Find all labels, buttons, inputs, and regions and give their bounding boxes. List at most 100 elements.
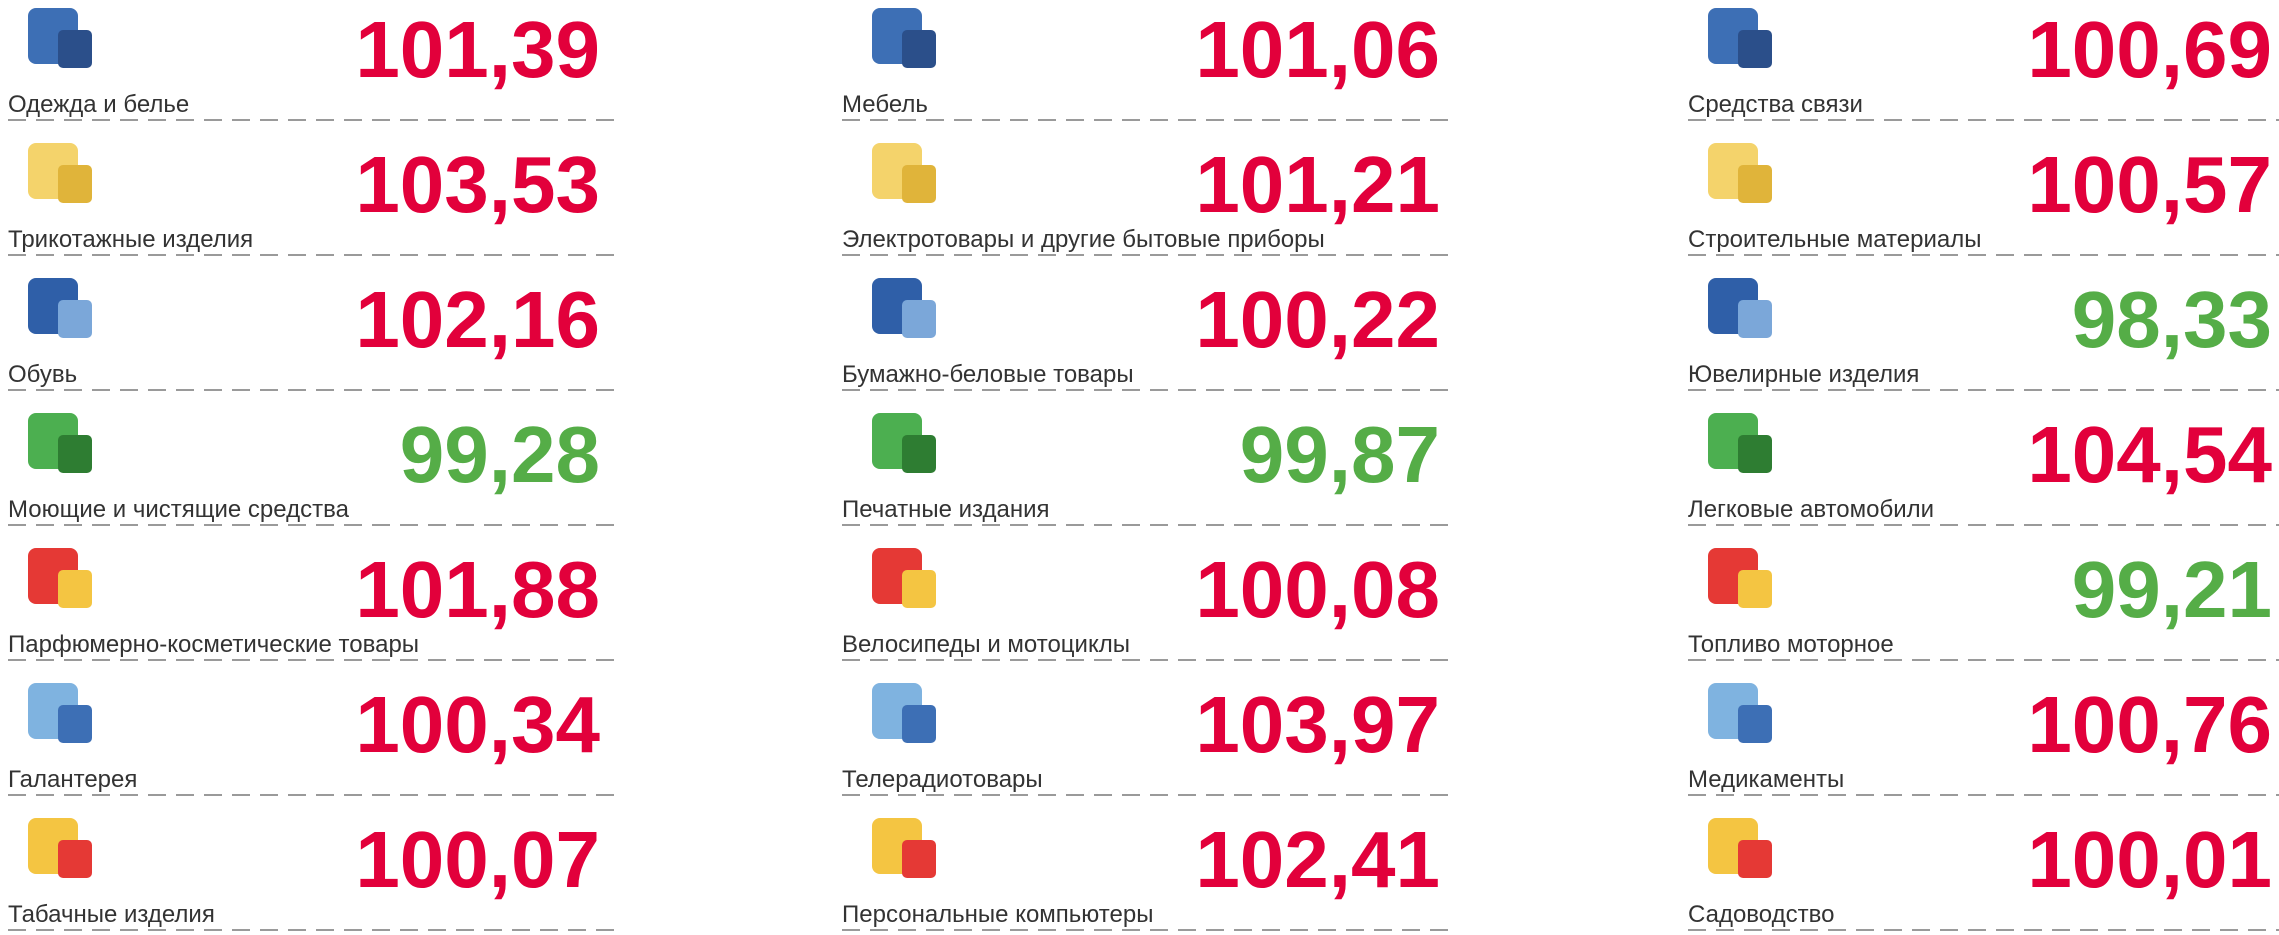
item-label: Бумажно-беловые товары	[842, 361, 1134, 388]
item-label: Парфюмерно-косметические товары	[8, 631, 419, 658]
icon-shape	[902, 840, 936, 878]
index-item: 102,16 Обувь	[8, 275, 615, 390]
icon-shape	[1738, 300, 1772, 338]
item-icon	[1708, 683, 1772, 743]
icon-shape	[902, 570, 936, 608]
item-icon	[1708, 413, 1772, 473]
item-label: Электротовары и другие бытовые приборы	[842, 226, 1325, 253]
item-label: Персональные компьютеры	[842, 901, 1153, 928]
index-item: 100,57 Строительные материалы	[1688, 140, 2279, 255]
index-value: 101,39	[355, 5, 600, 94]
item-label: Галантерея	[8, 766, 137, 793]
index-value: 100,69	[2027, 5, 2272, 94]
index-item: 100,34 Галантерея	[8, 680, 615, 795]
item-label: Табачные изделия	[8, 901, 215, 928]
index-value: 103,97	[1195, 680, 1440, 769]
index-value: 99,28	[400, 410, 600, 499]
item-label: Мебель	[842, 91, 928, 118]
index-item: 99,87 Печатные издания	[842, 410, 1450, 525]
icon-shape	[1738, 30, 1772, 68]
index-item: 100,01 Садоводство	[1688, 815, 2279, 930]
item-label: Трикотажные изделия	[8, 226, 253, 253]
item-icon	[872, 278, 936, 338]
item-icon	[1708, 143, 1772, 203]
index-value: 100,22	[1195, 275, 1440, 364]
item-icon	[872, 413, 936, 473]
item-label: Ювелирные изделия	[1688, 361, 1919, 388]
item-label: Легковые автомобили	[1688, 496, 1934, 523]
icon-shape	[58, 165, 92, 203]
item-icon	[28, 548, 92, 608]
index-item: 100,76 Медикаменты	[1688, 680, 2279, 795]
item-label: Моющие и чистящие средства	[8, 496, 350, 523]
item-label: Топливо моторное	[1688, 631, 1894, 658]
page: {"columns": [ {"items": [ {"label": "Оде…	[0, 0, 2279, 935]
icon-shape	[1738, 705, 1772, 743]
item-label: Медикаменты	[1688, 766, 1844, 793]
item-label: Строительные материалы	[1688, 226, 1981, 253]
index-item: 102,41 Персональные компьютеры	[842, 815, 1450, 930]
item-icon	[872, 818, 936, 878]
item-icon	[1708, 818, 1772, 878]
icon-shape	[902, 300, 936, 338]
index-value: 100,57	[2027, 140, 2272, 229]
icon-shape	[1738, 840, 1772, 878]
icon-shape	[58, 30, 92, 68]
item-icon	[28, 8, 92, 68]
icon-shape	[1738, 165, 1772, 203]
index-value: 102,16	[355, 275, 600, 364]
index-value: 100,07	[355, 815, 600, 904]
item-icon	[872, 143, 936, 203]
index-item: 100,22 Бумажно-беловые товары	[842, 275, 1450, 390]
item-label: Садоводство	[1688, 901, 1834, 928]
index-value: 100,76	[2027, 680, 2272, 769]
index-value: 100,08	[1195, 545, 1440, 634]
icon-shape	[902, 435, 936, 473]
index-item: 99,21 Топливо моторное	[1688, 545, 2279, 660]
item-icon	[28, 818, 92, 878]
item-label: Одежда и белье	[8, 91, 189, 118]
item-label: Телерадиотовары	[842, 766, 1043, 793]
icon-shape	[1738, 435, 1772, 473]
index-item: 99,28 Моющие и чистящие средства	[8, 410, 615, 525]
index-value: 101,21	[1195, 140, 1440, 229]
index-item: 101,39 Одежда и белье	[8, 5, 615, 120]
icon-shape	[58, 705, 92, 743]
item-icon	[28, 143, 92, 203]
icon-shape	[902, 705, 936, 743]
icon-shape	[58, 840, 92, 878]
index-item: 100,07 Табачные изделия	[8, 815, 615, 930]
item-label: Печатные издания	[842, 496, 1050, 523]
index-item: 100,69 Средства связи	[1688, 5, 2279, 120]
item-label: Велосипеды и мотоциклы	[842, 631, 1130, 658]
icon-shape	[58, 570, 92, 608]
item-label: Средства связи	[1688, 91, 1863, 118]
item-icon	[28, 278, 92, 338]
index-value: 103,53	[355, 140, 600, 229]
icon-shape	[58, 300, 92, 338]
item-icon	[872, 683, 936, 743]
index-value: 102,41	[1195, 815, 1440, 904]
index-value: 98,33	[2072, 275, 2272, 364]
item-icon	[28, 683, 92, 743]
index-value: 99,87	[1240, 410, 1440, 499]
icon-shape	[902, 165, 936, 203]
item-icon	[1708, 8, 1772, 68]
index-value: 100,01	[2027, 815, 2272, 904]
item-icon	[872, 8, 936, 68]
index-value: 100,34	[355, 680, 600, 769]
index-item: 103,53 Трикотажные изделия	[8, 140, 615, 255]
item-icon	[872, 548, 936, 608]
item-icon	[28, 413, 92, 473]
index-item: 100,08 Велосипеды и мотоциклы	[842, 545, 1450, 660]
item-label: Обувь	[8, 361, 77, 388]
index-value: 99,21	[2072, 545, 2272, 634]
item-icon	[1708, 548, 1772, 608]
icon-shape	[58, 435, 92, 473]
price-index-board: 101,39 Одежда и белье 103,53 Трикотажные из…	[0, 0, 2279, 935]
index-item: 103,97 Телерадиотовары	[842, 680, 1450, 795]
icon-shape	[1738, 570, 1772, 608]
